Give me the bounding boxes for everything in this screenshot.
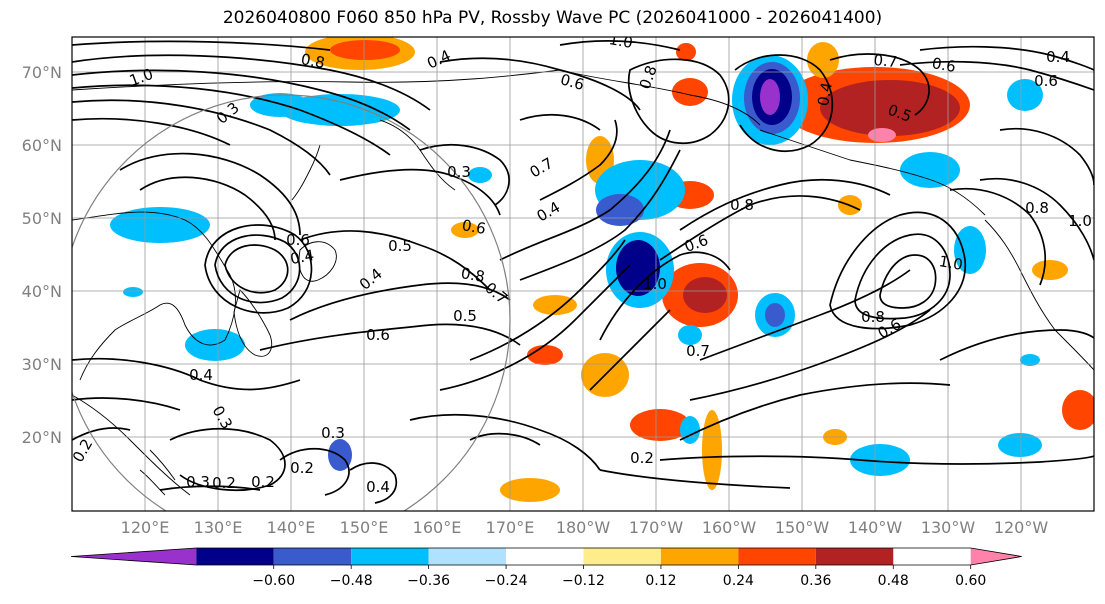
contour-label: 0.3 — [321, 424, 345, 442]
contour-label: 0.6 — [461, 216, 488, 238]
lon-label-130e: 130°E — [194, 518, 243, 537]
colorbar-extend-max — [970, 548, 1022, 565]
latitude-labels: 70°N 60°N 50°N 40°N 30°N 20°N — [22, 63, 62, 447]
contour-label: 0.4 — [1046, 48, 1070, 66]
colorbar-tick-label: −0.60 — [252, 573, 295, 589]
lon-label-140e: 140°E — [267, 518, 316, 537]
contour-label: 0.5 — [388, 237, 412, 255]
contour-label: 1.0 — [1068, 212, 1092, 230]
contour-label: 0.7 — [686, 342, 710, 360]
lon-label-140w: 140°W — [848, 518, 903, 537]
colorbar-tick-label: 0.12 — [645, 573, 676, 589]
contour-label: 0.8 — [300, 50, 327, 72]
colorbar-bin — [738, 548, 816, 565]
lon-label-120e: 120°E — [121, 518, 170, 537]
lon-label-160e: 160°E — [413, 518, 462, 537]
lat-label-40n: 40°N — [22, 282, 62, 301]
longitude-labels: 120°E 130°E 140°E 150°E 160°E 170°E 180°… — [121, 518, 1049, 537]
lon-label-150w: 150°W — [775, 518, 830, 537]
contour-label: 0.5 — [453, 307, 477, 325]
contour-label: 0.8 — [861, 308, 885, 326]
contour-label: 0.8 — [730, 196, 754, 214]
contour-label: 0.8 — [1025, 199, 1049, 217]
lon-label-150e: 150°E — [340, 518, 389, 537]
lon-label-120w: 120°W — [994, 518, 1049, 537]
contour-label: 0.7 — [873, 51, 898, 71]
colorbar-bin — [506, 548, 584, 565]
contour-label: 0.3 — [186, 473, 210, 491]
colorbar-tick-label: −0.12 — [562, 573, 605, 589]
contour-label: 1.0 — [608, 30, 635, 52]
contour-label: 0.4 — [289, 246, 316, 268]
contour-label: 0.4 — [814, 81, 836, 108]
contour-label: 0.3 — [447, 163, 471, 181]
colorbar-bin — [428, 548, 507, 565]
contour-label: 1.0 — [938, 252, 965, 274]
colorbar: −0.60 −0.48 −0.36 −0.24 −0.12 0.12 0.24 0.36 0.4… — [70, 547, 1022, 589]
colorbar-bin — [660, 548, 739, 565]
lat-label-70n: 70°N — [22, 63, 62, 82]
lon-label-170e: 170°E — [486, 518, 535, 537]
colorbar-extend-min — [71, 548, 197, 565]
contour-label: 1.0 — [643, 275, 667, 293]
plot-frame — [71, 36, 1095, 512]
colorbar-tick-label: 0.48 — [878, 573, 909, 589]
lon-label-170w: 170°W — [629, 518, 684, 537]
colorbar-bin — [273, 548, 352, 565]
contour-label: 0.6 — [286, 231, 310, 249]
pv-contours — [72, 40, 1094, 504]
colorbar-tick-label: 0.36 — [800, 573, 831, 589]
colorbar-outline — [70, 547, 1022, 566]
colorbar-tick-label: −0.24 — [485, 573, 528, 589]
contour-label: 0.2 — [630, 449, 654, 467]
contour-label: 0.6 — [1034, 72, 1058, 90]
graticule — [72, 37, 1094, 511]
lat-label-30n: 30°N — [22, 355, 62, 374]
lat-label-20n: 20°N — [22, 428, 62, 447]
contour-label: 0.6 — [366, 326, 390, 344]
contour-label: 0.2 — [251, 473, 275, 491]
colorbar-tick-label: 0.24 — [723, 573, 754, 589]
contour-label: 0.6 — [558, 70, 586, 94]
lon-label-160w: 160°W — [702, 518, 757, 537]
colorbar-bin — [815, 548, 894, 565]
contour-label: 0.2 — [212, 474, 236, 492]
colorbar-tick-label: −0.36 — [407, 573, 450, 589]
map-title: 2026040800 F060 850 hPa PV, Rossby Wave … — [222, 8, 883, 28]
contour-label: 0.8 — [460, 264, 487, 286]
lon-label-130w: 130°W — [921, 518, 976, 537]
colorbar-tick-label: 0.60 — [955, 573, 986, 589]
colorbar-bin — [583, 548, 661, 565]
colorbar-bin — [196, 548, 274, 565]
colorbar-tick-label: −0.48 — [330, 573, 373, 589]
contour-label: 0.4 — [189, 366, 213, 384]
contour-label: 0.2 — [290, 459, 314, 477]
reference-circle — [72, 94, 511, 511]
contour-label: 0.6 — [931, 54, 958, 76]
contour-label: 0.4 — [366, 478, 390, 496]
lat-label-50n: 50°N — [22, 209, 62, 228]
lat-label-60n: 60°N — [22, 136, 62, 155]
colorbar-bin — [351, 548, 429, 565]
negative-anomaly-shading — [110, 55, 1043, 476]
lon-label-180w: 180°W — [556, 518, 611, 537]
